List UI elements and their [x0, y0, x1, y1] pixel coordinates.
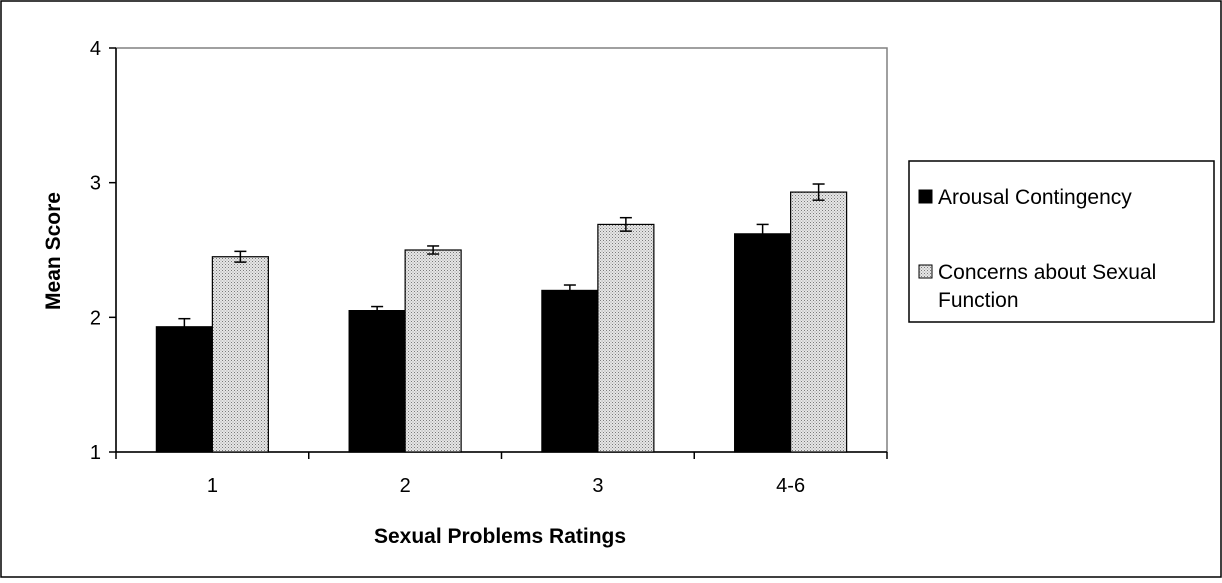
bar-concerns — [597, 223, 655, 453]
y-axis-title: Mean Score — [42, 192, 65, 310]
legend: Arousal Contingency Concerns about Sexua… — [908, 160, 1215, 323]
bar-arousal — [541, 289, 599, 453]
bar-concerns — [211, 256, 269, 453]
legend-label-arousal: Arousal Contingency — [938, 186, 1132, 209]
legend-swatch-arousal — [918, 189, 933, 204]
y-axis: 1 2 3 4 — [90, 38, 117, 464]
error-bars-group — [178, 183, 825, 336]
y-tick-label: 1 — [90, 442, 101, 464]
legend-label-concerns-line1: Concerns about Sexual — [938, 261, 1156, 284]
y-tick-label: 2 — [90, 307, 101, 329]
y-tick-label: 4 — [90, 38, 101, 60]
x-tick-label: 2 — [400, 475, 411, 497]
legend-label-concerns-line2: Function — [938, 289, 1019, 312]
bar-concerns — [404, 249, 462, 453]
bar-concerns — [790, 191, 848, 453]
x-tick-label: 4-6 — [776, 475, 805, 497]
bar-arousal — [155, 326, 213, 453]
x-axis-title: Sexual Problems Ratings — [374, 525, 626, 548]
bars-group — [155, 191, 848, 453]
x-tick-label: 3 — [592, 475, 603, 497]
legend-box — [908, 160, 1215, 323]
y-tick-label: 3 — [90, 173, 101, 195]
bar-arousal — [734, 233, 792, 453]
bar-arousal — [348, 310, 406, 453]
legend-swatch-concerns — [918, 264, 933, 279]
x-tick-label: 1 — [207, 475, 218, 497]
